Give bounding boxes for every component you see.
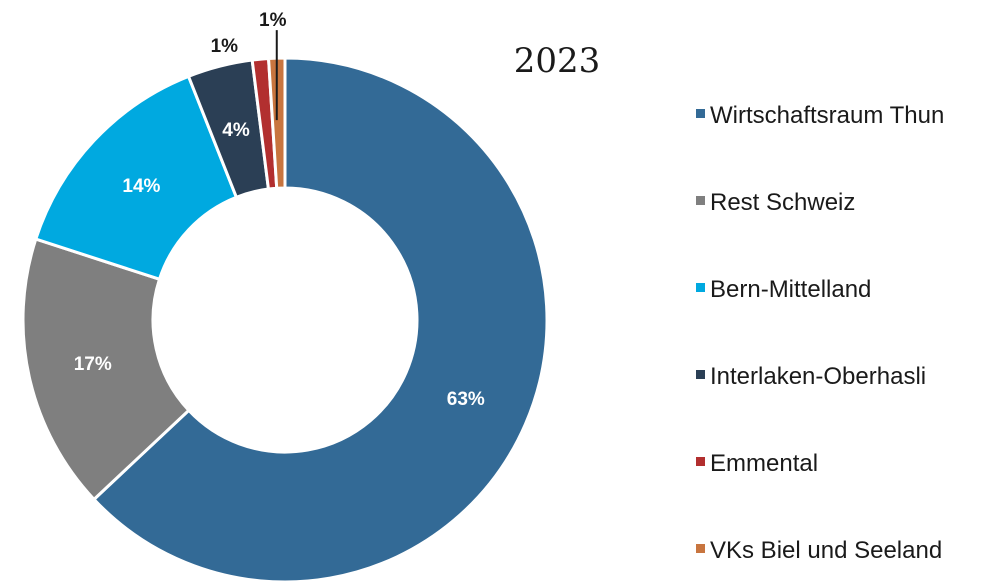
legend-label-emmental: Emmental (710, 450, 818, 477)
legend-swatch-bern-mittelland (696, 283, 705, 292)
slice-vks-biel-und-seeland (266, 56, 287, 190)
data-label-emmental: 1% (211, 36, 239, 57)
legend-swatch-rest-schweiz (696, 196, 705, 205)
legend: Wirtschaftsraum Thun Rest Schweiz Bern-Mit… (696, 102, 944, 564)
legend-swatch-wirtschaftsraum-thun (696, 109, 705, 118)
data-label-rest-schweiz: 17% (74, 354, 112, 375)
slice-wirtschaftsraum-thun (91, 56, 549, 584)
legend-swatch-vks-biel-und-seeland (696, 544, 705, 553)
legend-swatch-emmental (696, 457, 705, 466)
data-label-vks-biel-und-seeland: 1% (259, 10, 287, 31)
legend-label-rest-schweiz: Rest Schweiz (710, 189, 855, 216)
legend-label-bern-mittelland: Bern-Mittelland (710, 276, 871, 303)
legend-label-interlaken-oberhasli: Interlaken-Oberhasli (710, 363, 926, 390)
slice-rest-schweiz (21, 237, 191, 502)
data-labels-group: 63% 17% 14% 4% 1% 1% (74, 10, 485, 410)
chart-title: 2023 (514, 41, 601, 81)
data-label-interlaken-oberhasli: 4% (222, 120, 250, 141)
legend-label-wirtschaftsraum-thun: Wirtschaftsraum Thun (710, 102, 944, 129)
legend-swatch-interlaken-oberhasli (696, 370, 705, 379)
data-label-wirtschaftsraum-thun: 63% (447, 389, 485, 410)
legend-label-vks-biel-und-seeland: VKs Biel und Seeland (710, 537, 942, 564)
data-label-bern-mittelland: 14% (122, 176, 160, 197)
slice-bern-mittelland (33, 74, 239, 282)
slices-group (21, 56, 549, 584)
